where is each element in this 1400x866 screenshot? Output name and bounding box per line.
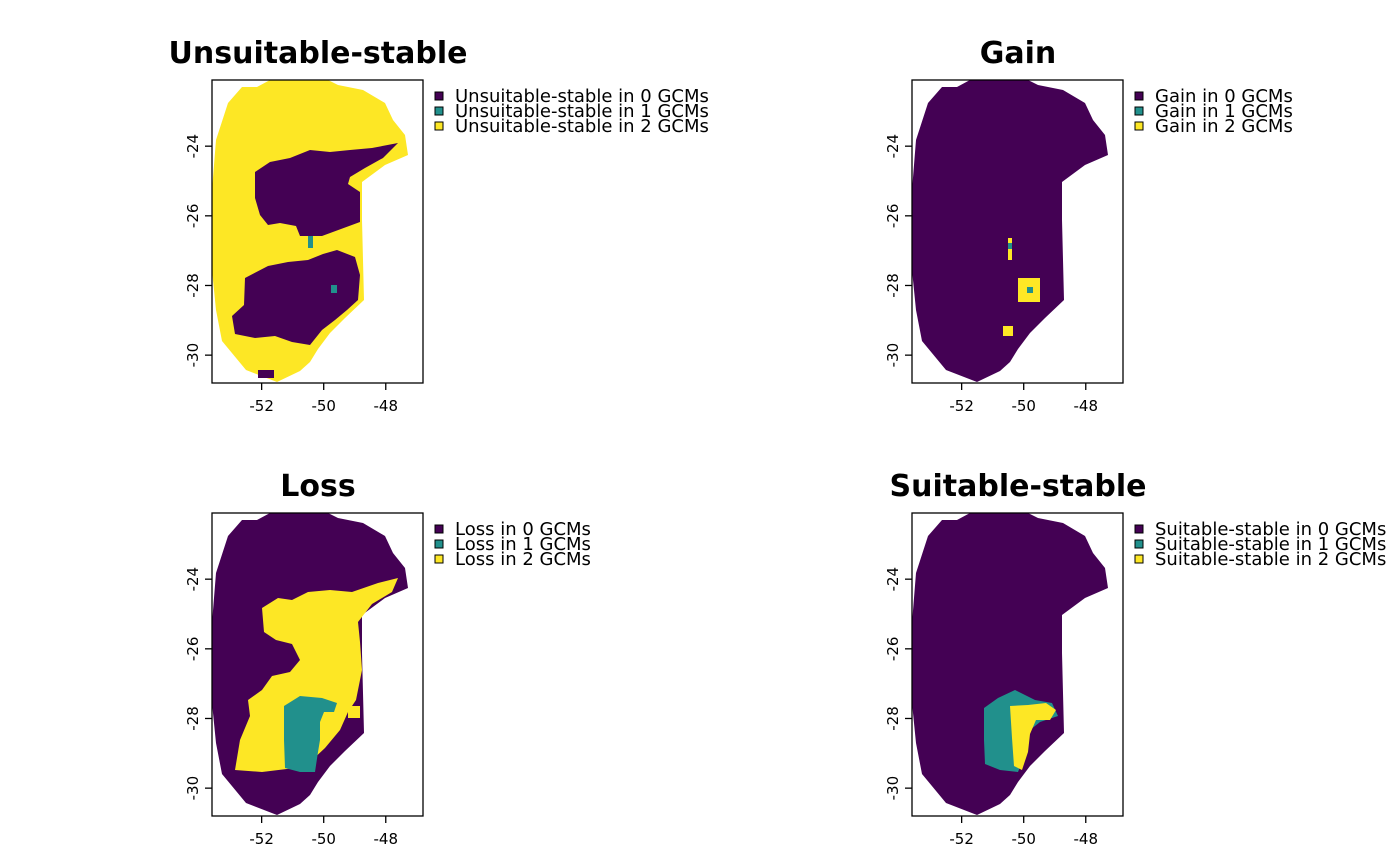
x-tick-label: -52	[949, 830, 974, 848]
legend-label: Gain in 1 GCMs	[1155, 101, 1293, 122]
x-tick-label: -50	[1011, 830, 1036, 848]
x-tick-label: -50	[311, 830, 336, 848]
region-class-1	[331, 285, 337, 293]
y-tick-label: -28	[184, 706, 202, 731]
legend-label: Unsuitable-stable in 0 GCMs	[455, 86, 709, 107]
y-tick-label: -30	[884, 776, 902, 801]
x-tick-label: -50	[311, 397, 336, 415]
plot-frame	[911, 512, 1124, 817]
x-tick-label: -48	[1074, 830, 1099, 848]
x-tick-label: -52	[249, 830, 274, 848]
axes-0: -52 -50 -48 -24 -26 -28 -30 Unsuitable-stable i…	[184, 79, 709, 415]
legend-swatch	[434, 524, 444, 534]
x-tick-label: -52	[949, 397, 974, 415]
y-tick-label: -24	[184, 134, 202, 159]
y-tick-label: -28	[184, 273, 202, 298]
region-class-0	[232, 250, 360, 345]
legend-swatch	[1134, 524, 1144, 534]
x-tick-label: -48	[374, 830, 399, 848]
plot-frame	[211, 512, 424, 817]
region-class-2	[235, 578, 398, 772]
region-class-0	[258, 370, 274, 378]
region-class-1	[284, 696, 337, 772]
legend-swatch	[434, 91, 444, 101]
legend-label: Gain in 0 GCMs	[1155, 86, 1293, 107]
legend-swatch	[434, 539, 444, 549]
y-tick-label: -28	[884, 273, 902, 298]
legend-swatch	[1134, 106, 1144, 116]
legend-label: Unsuitable-stable in 1 GCMs	[455, 101, 709, 122]
plot-frame	[911, 79, 1124, 384]
y-tick-label: -26	[884, 637, 902, 662]
axes-3: -52 -50 -48 -24 -26 -28 -30 Suitable-stable in …	[884, 512, 1386, 848]
panel-gain: Gain	[912, 36, 1108, 382]
y-tick-label: -30	[884, 343, 902, 368]
region-class-1	[1008, 243, 1012, 249]
region-class-1	[1027, 287, 1033, 293]
legend-label: Loss in 1 GCMs	[455, 534, 591, 555]
legend-swatch	[434, 106, 444, 116]
panel-suitable-stable: Suitable-stable	[890, 469, 1147, 815]
legend-label: Loss in 2 GCMs	[455, 549, 591, 570]
panel-title: Unsuitable-stable	[169, 36, 468, 71]
region-class-1	[308, 236, 313, 248]
legend-swatch	[1134, 554, 1144, 564]
legend-swatch	[1134, 121, 1144, 131]
legend-label: Unsuitable-stable in 2 GCMs	[455, 116, 709, 137]
region-class-2	[348, 706, 360, 718]
y-tick-label: -30	[184, 343, 202, 368]
plot-frame	[211, 79, 424, 384]
x-tick-label: -52	[249, 397, 274, 415]
legend-swatch	[1134, 91, 1144, 101]
legend-swatch	[434, 121, 444, 131]
legend-swatch	[1134, 539, 1144, 549]
y-tick-label: -28	[884, 706, 902, 731]
y-tick-label: -30	[184, 776, 202, 801]
y-tick-label: -24	[184, 567, 202, 592]
legend-swatch	[434, 554, 444, 564]
region-class-0	[255, 143, 398, 236]
y-tick-label: -26	[184, 637, 202, 662]
legend-label: Suitable-stable in 2 GCMs	[1155, 549, 1386, 570]
legend-label: Loss in 0 GCMs	[455, 519, 591, 540]
y-tick-label: -26	[884, 204, 902, 229]
legend-label: Suitable-stable in 0 GCMs	[1155, 519, 1386, 540]
y-tick-label: -24	[884, 134, 902, 159]
region-class-2	[1003, 326, 1013, 336]
region-class-0	[912, 513, 1108, 815]
x-tick-label: -48	[1074, 397, 1099, 415]
panel-unsuitable-stable: Unsuitable-stable	[169, 36, 468, 382]
x-tick-label: -48	[374, 397, 399, 415]
panel-title: Loss	[280, 469, 355, 504]
panel-title: Gain	[980, 36, 1057, 71]
y-tick-label: -26	[184, 204, 202, 229]
legend-label: Suitable-stable in 1 GCMs	[1155, 534, 1386, 555]
x-tick-label: -50	[1011, 397, 1036, 415]
y-tick-label: -24	[884, 567, 902, 592]
panel-loss: Loss	[212, 469, 408, 815]
region-class-0	[912, 80, 1108, 382]
region-class-2	[1010, 703, 1056, 770]
legend-label: Gain in 2 GCMs	[1155, 116, 1293, 137]
panel-title: Suitable-stable	[890, 469, 1147, 504]
